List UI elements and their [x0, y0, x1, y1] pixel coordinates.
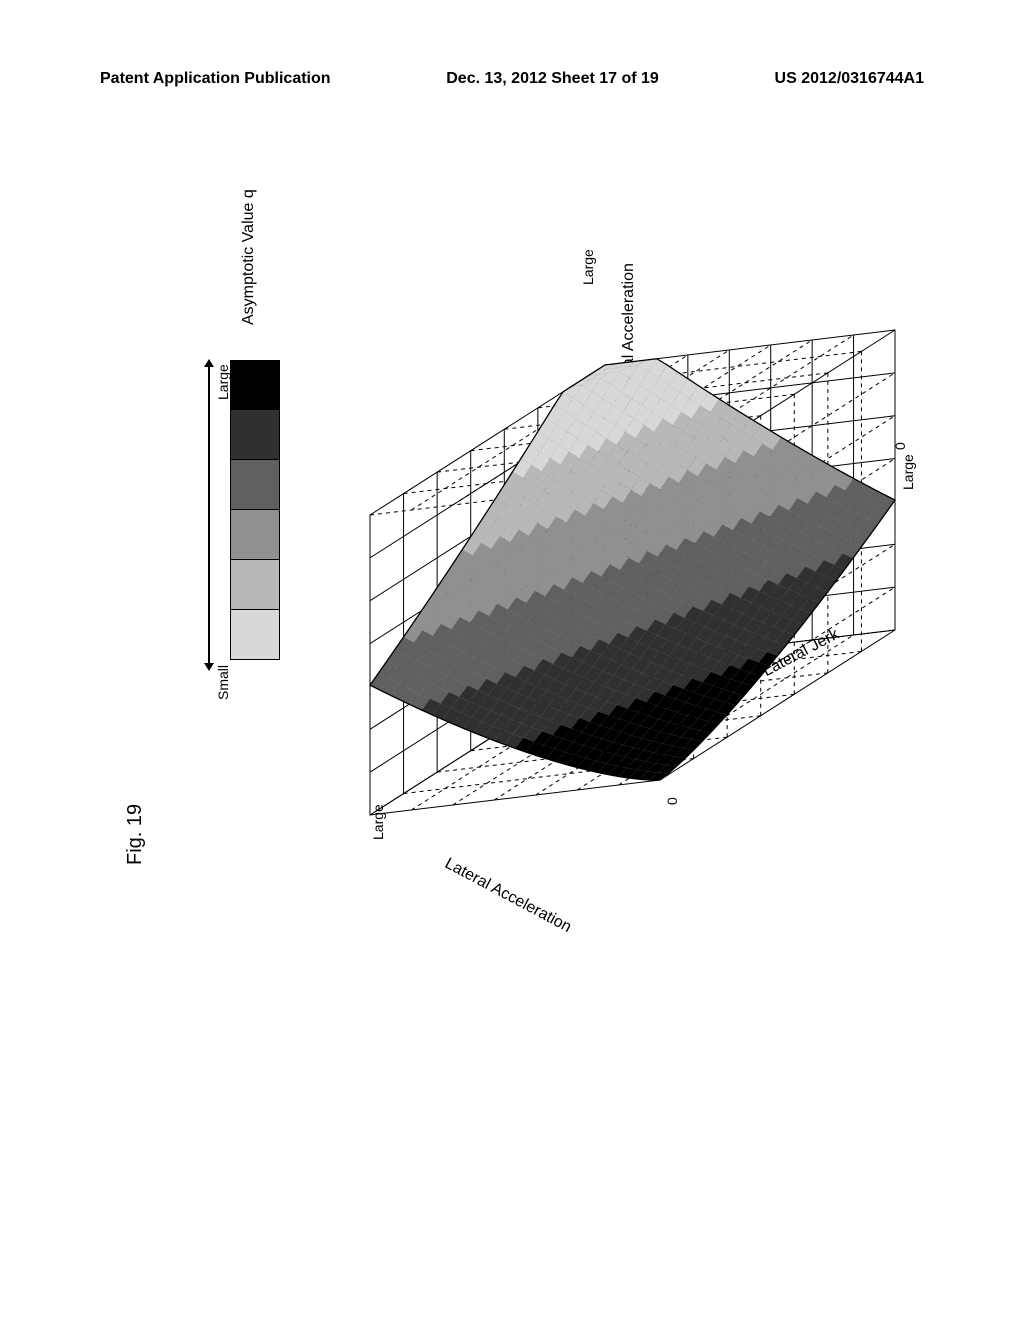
header-center: Dec. 13, 2012 Sheet 17 of 19 — [446, 70, 659, 88]
header-left: Patent Application Publication — [100, 70, 331, 88]
legend-swatch — [230, 460, 280, 510]
legend-bottom-label: Small — [215, 665, 231, 700]
legend-swatch — [230, 610, 280, 660]
legend-swatch — [230, 360, 280, 410]
page-header: Patent Application Publication Dec. 13, … — [100, 70, 924, 88]
surface-plot — [310, 260, 910, 910]
legend-swatches — [230, 360, 280, 660]
header-right: US 2012/0316744A1 — [775, 70, 924, 88]
legend-title: Asymptotic Value q — [240, 189, 258, 325]
surface-bands — [370, 359, 895, 780]
legend-swatch — [230, 510, 280, 560]
figure-label: Fig. 19 — [124, 804, 147, 865]
figure-19: Fig. 19 Asymptotic Value q Large Small C… — [100, 250, 920, 1070]
legend-arrow-icon — [208, 365, 210, 665]
legend-swatch — [230, 410, 280, 460]
legend-top-label: Large — [215, 364, 231, 400]
legend-swatch — [230, 560, 280, 610]
